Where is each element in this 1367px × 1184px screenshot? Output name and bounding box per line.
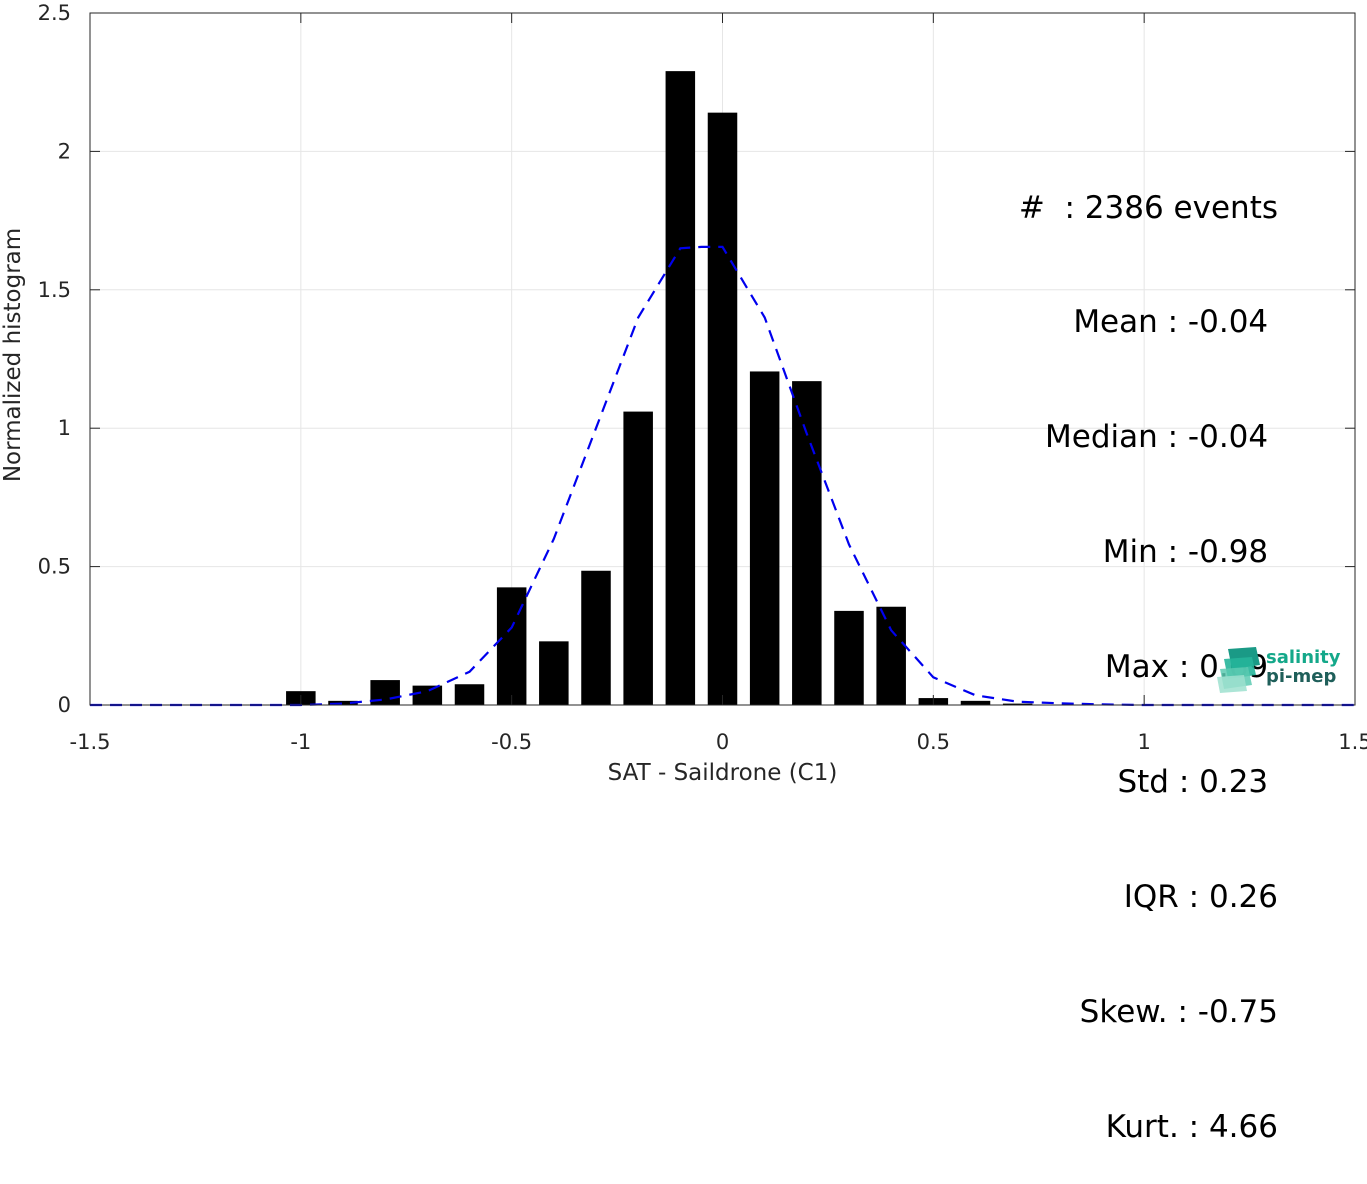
x-tick-label: 1 (1137, 730, 1150, 754)
y-tick-label: 0.5 (38, 555, 71, 579)
stat-count: # : 2386 events (1018, 189, 1278, 226)
histogram-bar (707, 112, 738, 705)
histogram-bar (539, 641, 569, 705)
y-tick-label: 1.5 (38, 278, 71, 302)
x-tick-label: -1.5 (70, 730, 111, 754)
tick-labels: -1.5 -1 -0.5 0 0.5 1 1.5 0 0.5 1 1.5 2 2.5 (38, 1, 1367, 754)
y-tick-label: 1 (58, 416, 71, 440)
histogram-bar (665, 71, 696, 706)
logo-line-pi-mep: pi-mep (1266, 666, 1337, 687)
y-tick-label: 2 (58, 139, 71, 163)
histogram-bar (834, 610, 864, 705)
histogram-bar (623, 411, 653, 705)
histogram-bars (286, 71, 1033, 706)
logo-mark-icon (1217, 647, 1260, 693)
x-tick-label: 0 (716, 730, 729, 754)
x-tick-label: 1.5 (1338, 730, 1367, 754)
stat-kurt: Kurt. : 4.66 (1105, 1108, 1278, 1145)
stat-mean: Mean : -0.04 (1073, 304, 1278, 341)
logo-text: salinity pi-mep (1266, 648, 1341, 686)
x-axis-label: SAT - Saildrone (C1) (608, 760, 838, 785)
stat-min: Min : -0.98 (1102, 534, 1278, 571)
stat-skew: Skew. : -0.75 (1079, 993, 1278, 1030)
x-tick-label: 0.5 (917, 730, 950, 754)
plot-frame (89, 12, 1356, 706)
histogram-bar (960, 700, 991, 705)
histogram-bar (412, 685, 443, 705)
axes (89, 12, 1356, 706)
histogram-bar (328, 700, 358, 705)
histogram-chart: -1.5 -1 -0.5 0 0.5 1 1.5 0 0.5 1 1.5 2 2.5 SAT - Sai… (0, 1, 1367, 785)
x-tick-label: -1 (290, 730, 311, 754)
x-tick-label: -0.5 (491, 730, 532, 754)
stat-std: Std : 0.23 (1117, 764, 1278, 801)
y-tick-label: 2.5 (38, 1, 71, 25)
salinity-pi-mep-logo: salinity pi-mep (1216, 645, 1346, 695)
logo-line-salinity: salinity (1266, 647, 1341, 668)
stat-median: Median : -0.04 (1045, 419, 1278, 456)
histogram-bar (792, 381, 822, 705)
y-tick-label: 0 (58, 693, 71, 717)
histogram-bar (581, 570, 611, 705)
histogram-bar (1002, 703, 1033, 705)
y-axis-label: Normalized histogram (0, 228, 26, 482)
fit-curve (90, 245, 1355, 707)
histogram-bar (876, 606, 906, 705)
stat-iqr: IQR : 0.26 (1123, 878, 1278, 915)
histogram-bar (749, 371, 780, 705)
histogram-bar (454, 684, 485, 705)
